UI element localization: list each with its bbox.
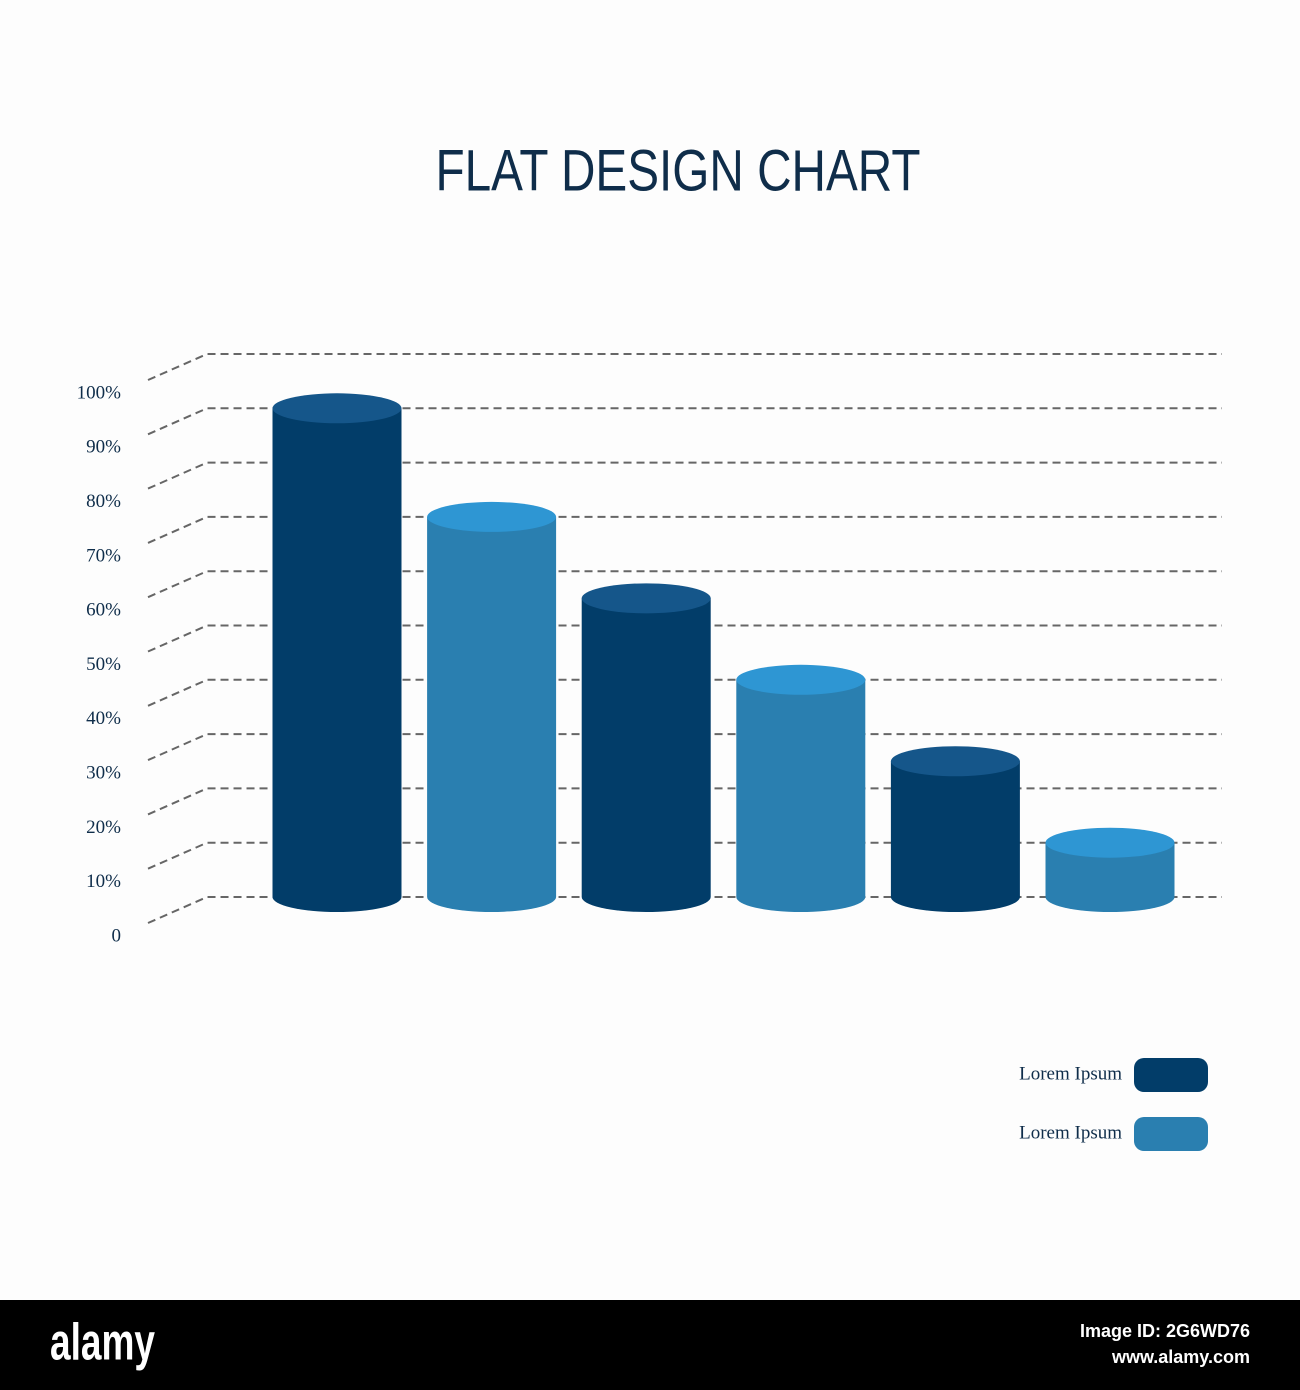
footer-bar — [0, 1300, 1300, 1390]
y-tick-label: 60% — [86, 600, 121, 621]
grid-line — [147, 353, 1222, 381]
grid-line — [147, 570, 1222, 599]
y-tick-label: 10% — [86, 871, 121, 892]
y-tick-label: 20% — [86, 817, 121, 838]
y-tick-label: 90% — [86, 437, 121, 458]
legend-swatch — [1134, 1058, 1208, 1092]
bar-top — [272, 393, 402, 424]
bar — [736, 679, 866, 913]
grid-line — [147, 461, 1222, 490]
bar-top — [581, 583, 711, 614]
chart-title: FLAT DESIGN CHART — [436, 138, 921, 203]
y-tick-label: 80% — [86, 491, 121, 512]
legend-swatch — [1134, 1117, 1208, 1151]
y-tick-label: 70% — [86, 545, 121, 566]
bar-top — [1045, 827, 1175, 858]
bar — [890, 761, 1020, 913]
grid-line — [147, 678, 1222, 707]
bar-top — [890, 746, 1020, 777]
y-tick-label: 30% — [86, 762, 121, 783]
grid-line — [147, 841, 1222, 870]
bar — [581, 598, 711, 913]
legend-label: Lorem Ipsum — [1019, 1063, 1122, 1084]
bar — [427, 516, 557, 912]
bar — [272, 408, 402, 913]
grid-line — [147, 787, 1222, 816]
y-tick-label: 50% — [86, 654, 121, 675]
grid-line — [147, 407, 1222, 436]
footer-url: www.alamy.com — [1111, 1347, 1250, 1367]
footer-image-id: Image ID: 2G6WD76 — [1080, 1321, 1250, 1341]
grid-line — [147, 896, 1222, 924]
grid-line — [147, 733, 1222, 762]
legend-label: Lorem Ipsum — [1019, 1122, 1122, 1143]
y-tick-label: 100% — [77, 382, 122, 403]
grid-line — [147, 624, 1222, 653]
y-tick-label: 0 — [112, 925, 122, 946]
bar-top — [427, 501, 557, 532]
grid-line — [147, 515, 1222, 544]
bar-top — [736, 664, 866, 695]
y-tick-label: 40% — [86, 708, 121, 729]
bar — [1045, 842, 1175, 913]
footer-brand: alamy — [50, 1314, 155, 1372]
